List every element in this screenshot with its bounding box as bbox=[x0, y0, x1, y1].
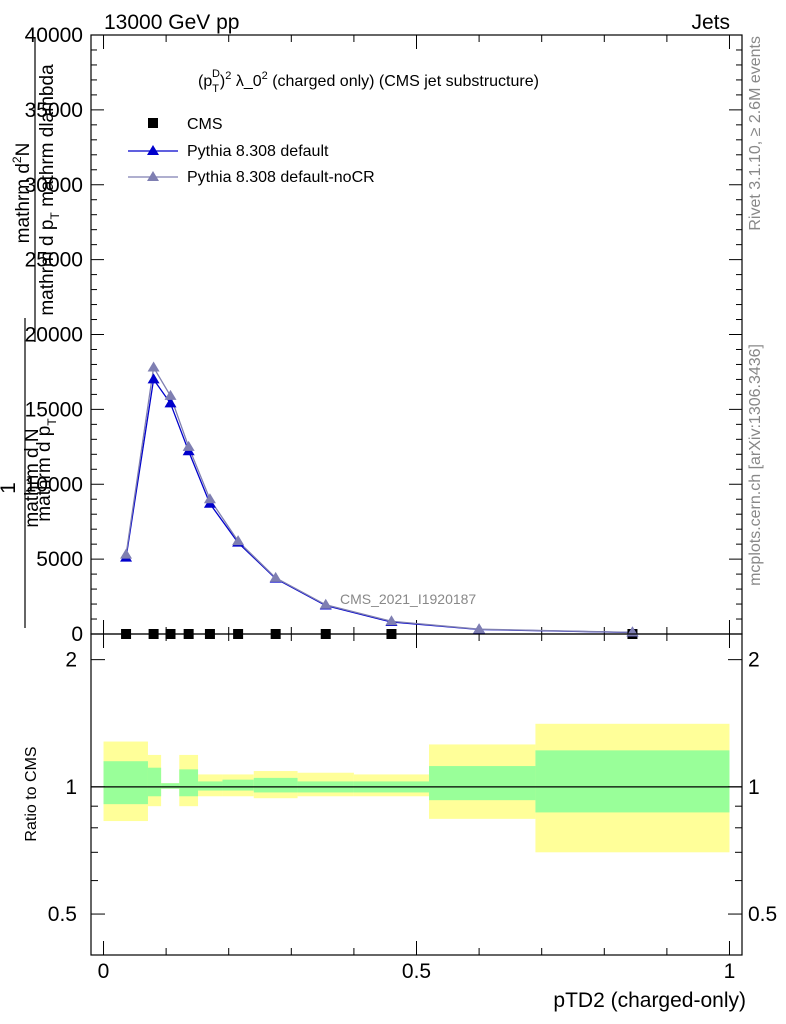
x-tick-label: 0 bbox=[98, 960, 110, 983]
header-right: Jets bbox=[691, 11, 730, 34]
series-2-point bbox=[164, 389, 177, 400]
ylabel-den: mathrm d pT mathrm dlambda bbox=[37, 64, 62, 316]
ratio-ytick-label: 2 bbox=[65, 649, 77, 672]
ratio-stat-uncertainty-band bbox=[198, 781, 223, 791]
ratio-axis-ticks bbox=[91, 634, 742, 955]
ylabel-num: mathrm d2N bbox=[10, 143, 34, 244]
ratio-ytick-label: 0.5 bbox=[48, 903, 77, 926]
main-ytick-label: 25000 bbox=[25, 249, 83, 272]
series-2-point bbox=[203, 493, 216, 504]
main-ytick-label: 15000 bbox=[25, 398, 83, 421]
ratio-y-tick-labels: 0.5 0.5 1 1 2 2 bbox=[48, 649, 777, 926]
ratio-plot-panel: 0.5 0.51 12 2 0 0.5 1 bbox=[48, 633, 777, 983]
series-1-point bbox=[164, 397, 177, 408]
header-left: 13000 GeV pp bbox=[104, 11, 239, 34]
ratio-stat-uncertainty-band bbox=[429, 766, 536, 801]
main-ytick-label: 35000 bbox=[25, 99, 83, 122]
x-axis-label: pTD2 (charged-only) bbox=[553, 989, 746, 1012]
mcplots-label: mcplots.cern.ch [arXiv:1306.3436] bbox=[747, 344, 764, 586]
main-ytick-label: 10000 bbox=[25, 473, 83, 496]
ratio-stat-uncertainty-band bbox=[161, 783, 180, 789]
series-2-point bbox=[269, 571, 282, 582]
rivet-label: Rivet 3.1.10, ≥ 2.6M events bbox=[747, 36, 764, 231]
x-tick-labels: 0 0.5 1 bbox=[98, 960, 736, 983]
series-2-point bbox=[319, 598, 332, 609]
ylabel-left-num: mathrm d N bbox=[22, 428, 43, 527]
series-1-point bbox=[147, 373, 160, 384]
ratio-ytick-label-right: 2 bbox=[748, 649, 760, 672]
main-y-axis-label: 1 mathrm d2N mathrm d pT mathrm dlambda … bbox=[0, 38, 62, 628]
ratio-bands bbox=[103, 723, 730, 853]
legend-marker-cms bbox=[148, 118, 158, 128]
ratio-stat-uncertainty-band bbox=[179, 769, 199, 797]
ylabel-one: 1 bbox=[0, 482, 20, 494]
ratio-ytick-label-right: 1 bbox=[748, 776, 760, 799]
legend: CMS Pythia 8.308 default Pythia 8.308 de… bbox=[128, 116, 375, 186]
main-ytick-label: 5000 bbox=[36, 548, 83, 571]
legend-label-default: Pythia 8.308 default bbox=[187, 143, 329, 160]
ratio-ytick-label-right: 0.5 bbox=[748, 903, 777, 926]
main-ytick-label: 40000 bbox=[25, 24, 83, 47]
ratio-stat-uncertainty-band bbox=[147, 767, 162, 797]
ylabel-left-den: mathrm d pT bbox=[34, 418, 59, 522]
legend-label-nocr: Pythia 8.308 default-noCR bbox=[187, 169, 375, 186]
series-2-point bbox=[147, 361, 160, 372]
legend-marker-default bbox=[147, 145, 159, 155]
main-ytick-label: 0 bbox=[71, 623, 83, 646]
legend-marker-nocr bbox=[147, 171, 159, 181]
main-plot-panel: 0 5000 10000 15000 20000 25000 30000 35000 40000… bbox=[25, 24, 743, 646]
x-tick-label: 0.5 bbox=[402, 960, 431, 983]
main-ytick-label: 30000 bbox=[25, 174, 83, 197]
main-axis-ticks bbox=[91, 34, 742, 635]
x-tick-label: 1 bbox=[724, 960, 736, 983]
ratio-stat-uncertainty-band bbox=[222, 779, 254, 791]
ratio-stat-uncertainty-band bbox=[103, 761, 148, 805]
series-2-point bbox=[120, 548, 133, 559]
ratio-stat-uncertainty-band bbox=[535, 750, 730, 813]
ratio-ytick-label: 1 bbox=[65, 776, 77, 799]
series-2-point bbox=[385, 615, 398, 626]
main-y-tick-labels: 0 5000 10000 15000 20000 25000 30000 35000 40000 bbox=[25, 24, 83, 646]
analysis-watermark: CMS_2021_I1920187 bbox=[340, 591, 476, 607]
ratio-stat-uncertainty-band bbox=[253, 777, 298, 793]
ratio-y-axis-label: Ratio to CMS bbox=[23, 746, 40, 841]
series-2-point bbox=[473, 623, 486, 634]
series-2-point bbox=[232, 535, 245, 546]
series-2-point bbox=[182, 440, 195, 451]
legend-label-cms: CMS bbox=[187, 116, 223, 133]
main-ytick-label: 20000 bbox=[25, 324, 83, 347]
plot-title: (pTD)2 λ_02 (charged only) (CMS jet subs… bbox=[198, 68, 539, 95]
